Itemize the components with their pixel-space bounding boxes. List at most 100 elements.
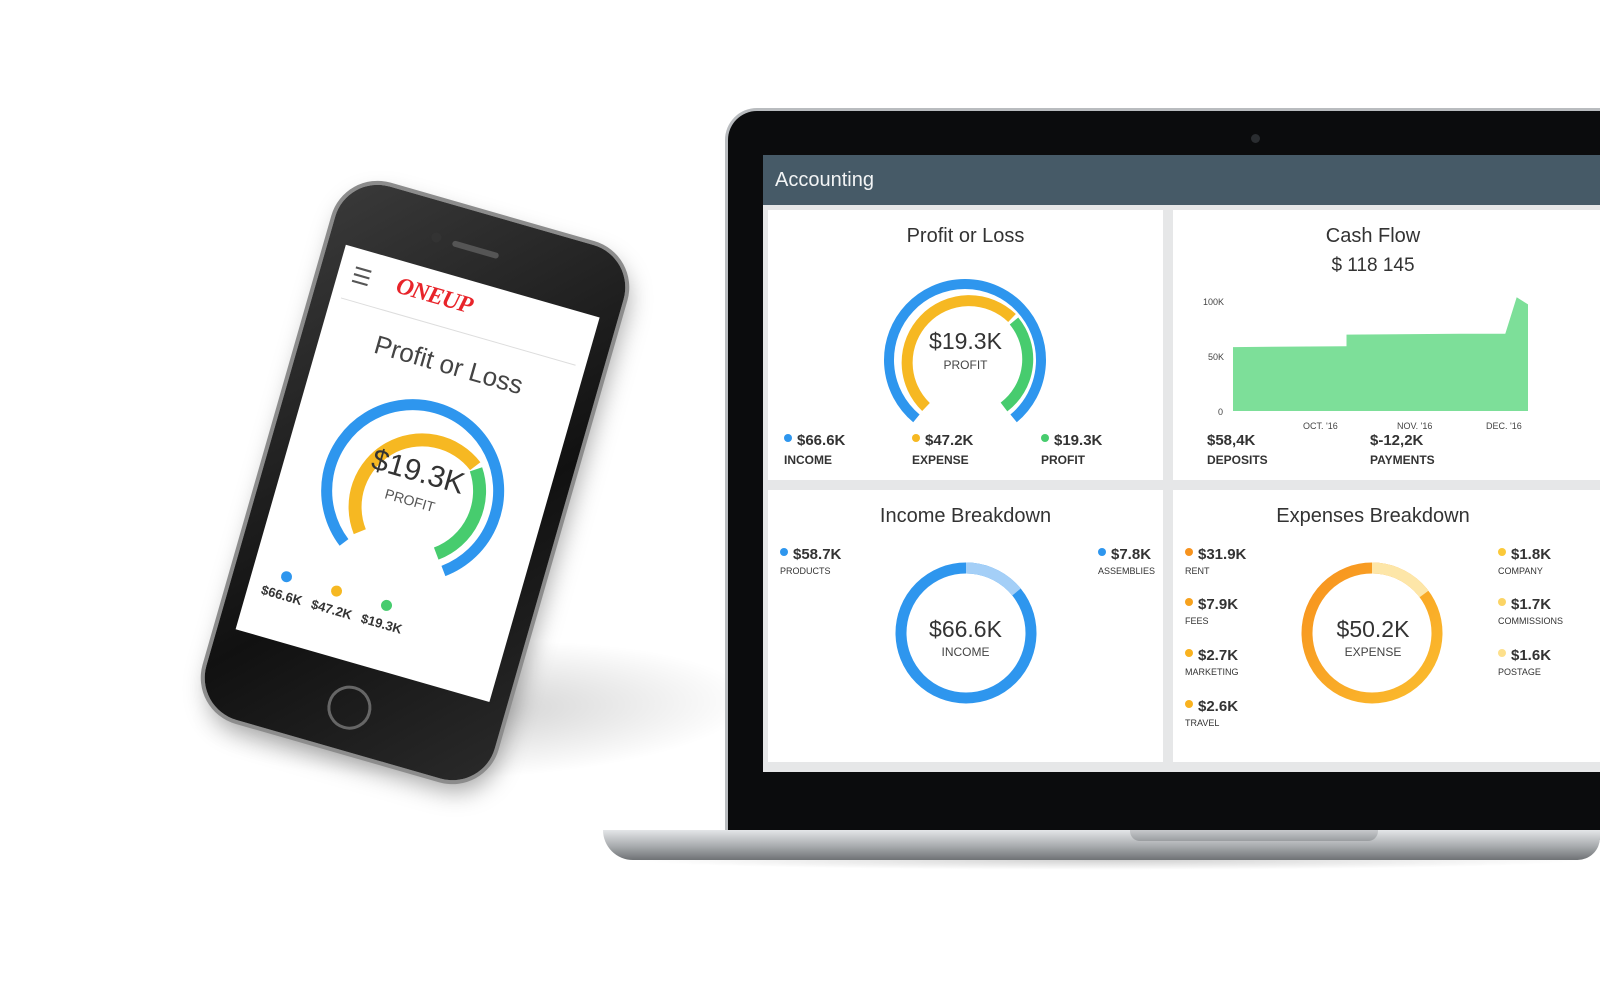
income-donut (895, 562, 1037, 704)
item-label: RENT (1185, 566, 1210, 576)
dashboard-screen: Accounting Profit or Loss $19.3K PROFIT … (763, 155, 1600, 772)
stat-label: DEPOSITS (1207, 453, 1268, 467)
expense-item-postage: $1.6K POSTAGE (1498, 647, 1551, 677)
oneup-logo[interactable]: ONEUP (393, 272, 475, 320)
phone-legend-income: $66.6K (260, 566, 309, 608)
item-label: COMPANY (1498, 566, 1543, 576)
item-value: $7.9K (1198, 596, 1239, 613)
legend-dot-icon (1498, 597, 1506, 606)
item-label: POSTAGE (1498, 667, 1541, 677)
item-label: PRODUCTS (780, 566, 831, 576)
laptop-base (603, 830, 1600, 860)
stat-label: EXPENSE (912, 453, 969, 467)
legend-dot-icon (330, 584, 344, 598)
y-tick-label: 100K (1203, 297, 1224, 307)
laptop-camera (1251, 134, 1260, 143)
app-title: Accounting (775, 169, 874, 191)
stat-expense: $47.2K EXPENSE (912, 432, 973, 467)
expense-minor-arc (1371, 562, 1429, 598)
legend-dot-icon (1041, 433, 1049, 442)
expense-center-value: $50.2K (1336, 616, 1410, 642)
profit-center-value: $19.3K (929, 328, 1002, 354)
expense-item-travel: $2.6K TRAVEL (1185, 698, 1238, 728)
phone-gauge-profit-arc (433, 467, 487, 560)
expense-center-label: EXPENSE (1344, 645, 1402, 659)
profit-center-label: PROFIT (943, 358, 988, 372)
hamburger-menu-icon[interactable]: ☰ (348, 262, 375, 292)
item-value: $2.7K (1198, 647, 1239, 664)
phone-legend-income-value: $66.6K (259, 582, 304, 609)
legend-dot-icon (1498, 547, 1506, 556)
phone-mockup: ☰ ONEUP Profit or Loss $19.3K PROFIT $66… (194, 174, 636, 791)
stat-label: INCOME (784, 453, 832, 467)
item-value: $1.7K (1511, 596, 1552, 613)
item-label: COMMISSIONS (1498, 616, 1564, 626)
phone-gauge-expense-arc (348, 433, 481, 535)
phone-camera (430, 231, 443, 244)
laptop-notch (1130, 830, 1378, 841)
phone-home-button[interactable] (322, 680, 377, 735)
legend-dot-icon (380, 598, 394, 613)
item-label: FEES (1185, 616, 1209, 626)
legend-dot-icon (1498, 648, 1506, 657)
item-value: $7.8K (1111, 546, 1152, 563)
phone-screen: ☰ ONEUP Profit or Loss $19.3K PROFIT $66… (235, 244, 600, 703)
profit-loss-panel[interactable]: Profit or Loss $19.3K PROFIT $66.6K INCO… (768, 210, 1163, 480)
legend-dot-icon (780, 547, 788, 556)
gauge-expense-arc (901, 295, 1016, 411)
y-tick-label: 50K (1208, 352, 1224, 362)
stat-value: $47.2K (925, 432, 974, 449)
x-tick-label: DEC. '16 (1486, 421, 1522, 430)
x-tick-label: NOV. '16 (1397, 421, 1432, 430)
stat-income: $66.6K INCOME (784, 432, 845, 467)
stat-label: PAYMENTS (1370, 453, 1435, 467)
panel-title: Profit or Loss (906, 225, 1025, 247)
income-center-value: $66.6K (929, 616, 1002, 642)
item-label: MARKETING (1185, 667, 1239, 677)
item-value: $2.6K (1198, 698, 1239, 715)
legend-dot-icon (1185, 648, 1193, 657)
stat-deposits: $58,4K DEPOSITS (1207, 432, 1268, 467)
laptop-shadow (630, 860, 1590, 870)
legend-dot-icon (1185, 597, 1193, 606)
cash-flow-total: $ 118 145 (1331, 255, 1415, 276)
gauge-income-arc (884, 278, 1046, 423)
expense-donut (1301, 562, 1443, 704)
phone-legend-profit-value: $19.3K (359, 610, 404, 637)
legend-dot-icon (280, 570, 294, 584)
cash-flow-chart: 100K 50K 0 OCT. '16 NOV. '16 DEC. '16 (1203, 297, 1528, 430)
panel-title: Income Breakdown (879, 505, 1052, 527)
stat-value: $19.3K (1054, 432, 1103, 449)
phone-legend-profit: $19.3K (359, 594, 408, 637)
item-value: $1.8K (1511, 546, 1552, 563)
cash-flow-panel[interactable]: Cash Flow $ 118 145 100K 50K 0 OCT. '16 … (1173, 210, 1600, 480)
x-tick-label: OCT. '16 (1303, 421, 1338, 430)
legend-dot-icon (912, 433, 920, 442)
stat-value: $-12,2K (1370, 432, 1424, 449)
stat-value: $58,4K (1207, 432, 1256, 449)
stat-value: $66.6K (797, 432, 846, 449)
income-center-label: INCOME (941, 645, 990, 659)
income-breakdown-panel[interactable]: Income Breakdown $66.6K INCOME $58.7K PR… (768, 490, 1163, 762)
expense-item-marketing: $2.7K MARKETING (1185, 647, 1239, 677)
item-value: $1.6K (1511, 647, 1552, 664)
income-item-products: $58.7K PRODUCTS (780, 546, 841, 576)
app-header: Accounting (763, 155, 1600, 205)
item-value: $31.9K (1198, 546, 1247, 563)
stat-label: PROFIT (1041, 453, 1085, 467)
profit-gauge (884, 278, 1046, 423)
phone-speaker (451, 240, 500, 260)
panel-title: Cash Flow (1325, 225, 1421, 247)
item-label: ASSEMBLIES (1098, 566, 1156, 576)
stat-payments: $-12,2K PAYMENTS (1370, 432, 1435, 467)
income-item-assemblies: $7.8K ASSEMBLIES (1098, 546, 1155, 576)
phone-legend-expense-value: $47.2K (309, 596, 354, 623)
item-value: $58.7K (793, 546, 842, 563)
expense-item-fees: $7.9K FEES (1185, 596, 1238, 626)
legend-dot-icon (784, 433, 792, 442)
income-assemblies-arc (965, 562, 1021, 596)
expenses-breakdown-panel[interactable]: Expenses Breakdown $50.2K EXPENSE $31.9K… (1173, 490, 1600, 762)
expense-item-company: $1.8K COMPANY (1498, 546, 1551, 576)
phone-gauge-income-arc (321, 399, 505, 577)
gauge-profit-arc (1000, 317, 1034, 412)
